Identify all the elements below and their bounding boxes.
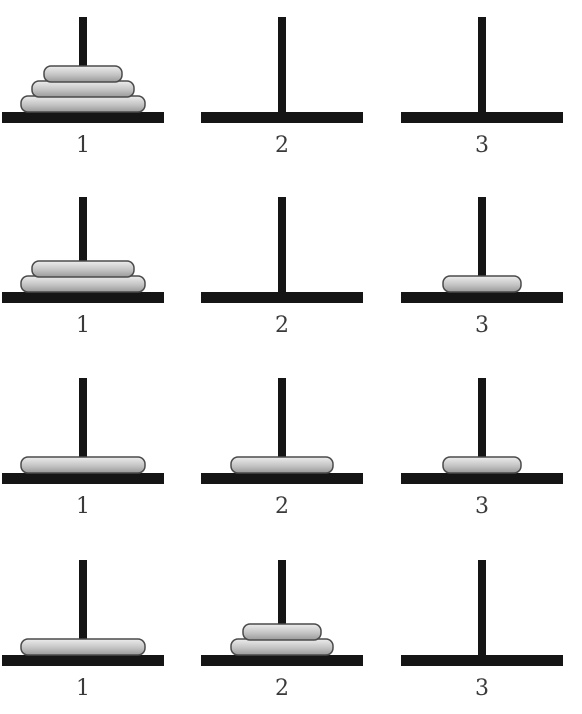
peg-base	[2, 112, 164, 123]
peg-label: 3	[475, 676, 489, 701]
peg: 3	[401, 378, 563, 519]
stages: 1 2 3 1 2 3 1 2 3 1 2 3	[2, 17, 563, 701]
disk	[43, 65, 123, 83]
disk	[442, 456, 522, 474]
disk	[31, 80, 135, 98]
peg-base	[2, 473, 164, 484]
peg: 2	[201, 378, 363, 519]
peg-label: 1	[76, 133, 90, 158]
peg-base	[2, 292, 164, 303]
stage-row: 1 2 3	[2, 17, 563, 158]
peg: 3	[401, 197, 563, 338]
disk	[20, 95, 146, 113]
peg-label: 2	[275, 313, 289, 338]
peg: 2	[201, 17, 363, 158]
peg-base	[401, 112, 563, 123]
disk	[31, 260, 135, 278]
stage-row: 1 2 3	[2, 197, 563, 338]
peg-base	[401, 655, 563, 666]
disk	[20, 456, 146, 474]
peg-base	[201, 473, 363, 484]
peg-label: 3	[475, 313, 489, 338]
peg-base	[201, 112, 363, 123]
peg-label: 2	[275, 676, 289, 701]
peg: 1	[2, 197, 164, 338]
disk	[20, 638, 146, 656]
peg-post	[278, 197, 286, 293]
peg-post	[278, 378, 286, 474]
peg-post	[79, 378, 87, 474]
disk	[230, 456, 334, 474]
peg: 1	[2, 17, 164, 158]
peg-base	[401, 292, 563, 303]
peg: 3	[401, 17, 563, 158]
peg-post	[278, 17, 286, 113]
peg-label: 3	[475, 133, 489, 158]
stage-row: 1 2 3	[2, 378, 563, 519]
peg: 1	[2, 378, 164, 519]
peg-base	[201, 655, 363, 666]
disk	[20, 275, 146, 293]
peg: 2	[201, 560, 363, 701]
peg-base	[401, 473, 563, 484]
disk	[242, 623, 322, 641]
peg-post	[79, 560, 87, 656]
disk	[442, 275, 522, 293]
peg-label: 2	[275, 494, 289, 519]
peg-label: 1	[76, 313, 90, 338]
peg-post	[478, 17, 486, 113]
peg-base	[2, 655, 164, 666]
peg-base	[201, 292, 363, 303]
peg-post	[478, 560, 486, 656]
stage-row: 1 2 3	[2, 560, 563, 701]
peg-label: 3	[475, 494, 489, 519]
peg-post	[278, 560, 286, 656]
peg-label: 1	[76, 676, 90, 701]
peg-post	[478, 378, 486, 474]
peg-post	[79, 17, 87, 113]
disk	[230, 638, 334, 656]
peg: 3	[401, 560, 563, 701]
peg-label: 2	[275, 133, 289, 158]
peg: 1	[2, 560, 164, 701]
peg-label: 1	[76, 494, 90, 519]
peg-post	[478, 197, 486, 293]
peg: 2	[201, 197, 363, 338]
peg-post	[79, 197, 87, 293]
